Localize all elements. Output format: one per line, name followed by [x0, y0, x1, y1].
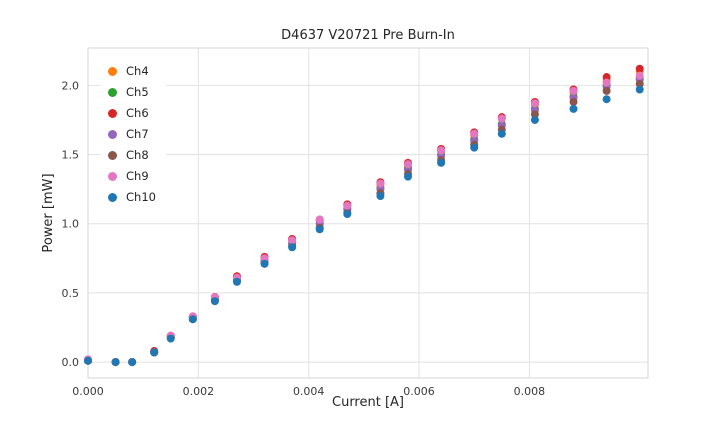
x-tick-label: 0.004: [293, 385, 325, 398]
legend-swatch-icon: [108, 151, 117, 160]
data-point: [530, 115, 539, 124]
data-point: [315, 225, 324, 234]
legend-label: Ch7: [126, 126, 149, 141]
legend-label: Ch6: [126, 105, 149, 120]
data-point: [635, 71, 644, 80]
data-point: [635, 64, 644, 73]
y-tick-label: 1.0: [62, 218, 80, 231]
data-point: [210, 297, 219, 306]
data-point: [437, 146, 446, 155]
data-point: [602, 78, 611, 87]
legend-label: Ch4: [126, 63, 149, 78]
chart-title: D4637 V20721 Pre Burn-In: [281, 28, 455, 43]
data-point: [470, 129, 479, 138]
y-tick-label: 1.5: [62, 149, 80, 162]
data-point: [635, 79, 644, 88]
data-point: [569, 97, 578, 106]
legend-item: Ch9: [108, 166, 156, 187]
data-point: [497, 129, 506, 138]
x-tick-label: 0.008: [514, 385, 546, 398]
data-point: [188, 315, 197, 324]
data-point: [635, 85, 644, 94]
legend-label: Ch9: [126, 168, 149, 183]
data-point: [376, 179, 385, 188]
data-point: [470, 143, 479, 152]
legend-swatch-icon: [108, 88, 117, 97]
data-point: [288, 236, 297, 245]
legend-swatch-icon: [108, 172, 117, 181]
data-point: [166, 334, 175, 343]
legend-label: Ch8: [126, 147, 149, 162]
data-point: [260, 254, 269, 263]
data-point: [530, 110, 539, 119]
data-point: [569, 104, 578, 113]
data-point: [232, 277, 241, 286]
x-tick-label: 0.000: [72, 385, 104, 398]
legend-item: Ch8: [108, 145, 156, 166]
legend-item: Ch10: [108, 187, 156, 208]
grid-layer: [87, 47, 649, 379]
data-point: [111, 358, 120, 367]
legend-item: Ch4: [108, 61, 156, 82]
legend-item: Ch5: [108, 82, 156, 103]
x-tick-label: 0.006: [403, 385, 435, 398]
legend-swatch-icon: [108, 130, 117, 139]
data-point: [260, 259, 269, 268]
legend-label: Ch10: [126, 189, 156, 204]
data-point: [437, 158, 446, 167]
x-axis-label: Current [A]: [332, 395, 404, 410]
data-point: [84, 356, 92, 365]
data-point: [376, 192, 385, 201]
data-point: [343, 201, 352, 210]
y-axis-label: Power [mW]: [41, 173, 56, 252]
data-point: [530, 99, 539, 108]
y-tick-label: 2.0: [62, 79, 80, 92]
legend: Ch4 Ch5 Ch6 Ch7 Ch8 Ch9 Ch10: [100, 56, 166, 213]
ticks-layer: 0.000 0.002 0.004 0.006 0.008 0.0 0.5 1.0 1.5 2.0: [62, 79, 546, 398]
data-point: [404, 172, 412, 181]
data-point: [404, 160, 412, 169]
legend-swatch-icon: [108, 109, 117, 118]
legend-swatch-icon: [108, 193, 117, 202]
data-point: [288, 243, 297, 252]
legend-swatch-icon: [108, 67, 117, 76]
legend-item: Ch7: [108, 124, 156, 145]
x-tick-label: 0.002: [183, 385, 215, 398]
y-tick-label: 0.5: [62, 287, 80, 300]
plot-border: [87, 47, 649, 379]
data-point: [497, 114, 506, 123]
data-point: [128, 358, 137, 367]
data-point: [150, 348, 159, 357]
data-point: [315, 215, 324, 224]
y-tick-label: 0.0: [62, 356, 80, 369]
data-point: [602, 73, 611, 82]
points-layer: [84, 64, 644, 367]
data-point: [343, 210, 352, 219]
legend-label: Ch5: [126, 84, 149, 99]
data-point: [569, 86, 578, 95]
legend-item: Ch6: [108, 103, 156, 124]
data-point: [602, 95, 611, 104]
data-point: [602, 86, 611, 95]
